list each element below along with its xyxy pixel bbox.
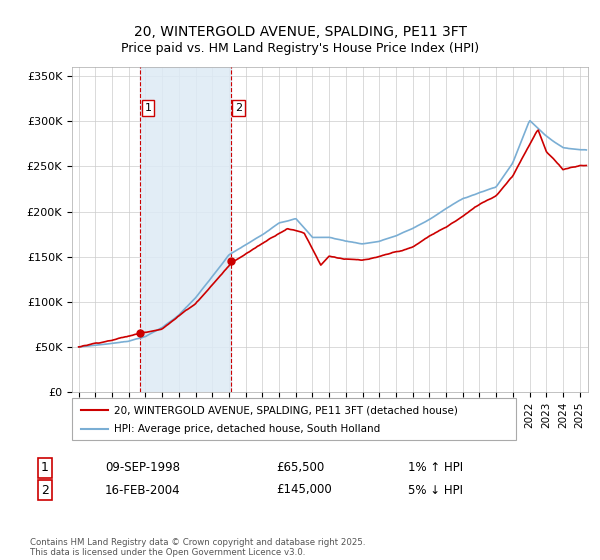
Text: HPI: Average price, detached house, South Holland: HPI: Average price, detached house, Sout…	[114, 424, 380, 434]
Text: 09-SEP-1998: 09-SEP-1998	[105, 461, 180, 474]
Text: £65,500: £65,500	[276, 461, 324, 474]
Text: 5% ↓ HPI: 5% ↓ HPI	[408, 483, 463, 497]
Text: 1: 1	[145, 103, 151, 113]
Text: Price paid vs. HM Land Registry's House Price Index (HPI): Price paid vs. HM Land Registry's House …	[121, 42, 479, 55]
Text: Contains HM Land Registry data © Crown copyright and database right 2025.
This d: Contains HM Land Registry data © Crown c…	[30, 538, 365, 557]
Text: 1% ↑ HPI: 1% ↑ HPI	[408, 461, 463, 474]
Text: 16-FEB-2004: 16-FEB-2004	[105, 483, 181, 497]
Text: 2: 2	[235, 103, 242, 113]
Bar	[140, 67, 231, 392]
Text: £145,000: £145,000	[276, 483, 332, 497]
Text: 2: 2	[41, 483, 49, 497]
Text: 20, WINTERGOLD AVENUE, SPALDING, PE11 3FT: 20, WINTERGOLD AVENUE, SPALDING, PE11 3F…	[133, 25, 467, 39]
Text: 20, WINTERGOLD AVENUE, SPALDING, PE11 3FT (detached house): 20, WINTERGOLD AVENUE, SPALDING, PE11 3F…	[114, 405, 458, 415]
Text: 1: 1	[41, 461, 49, 474]
